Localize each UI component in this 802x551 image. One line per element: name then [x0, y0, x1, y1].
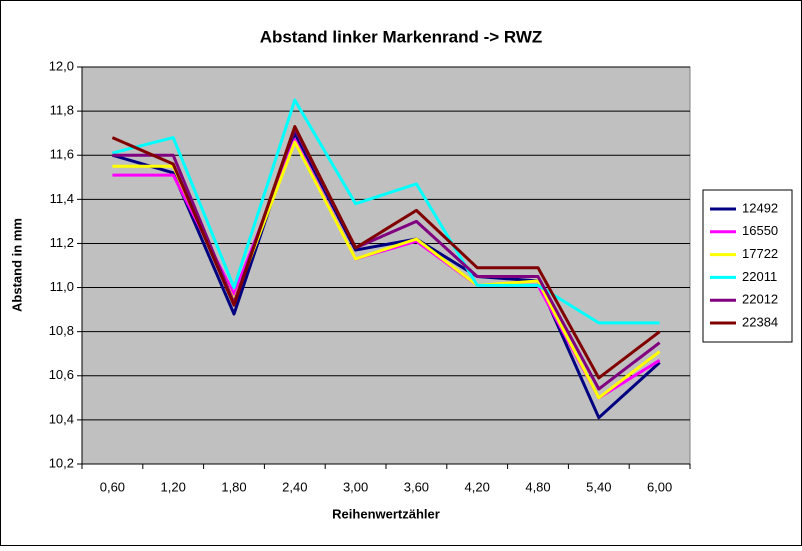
legend-label: 16550: [742, 223, 778, 238]
legend-label: 22012: [742, 292, 778, 307]
legend-box: [702, 189, 793, 343]
legend-label: 22384: [742, 314, 778, 329]
y-tick-label: 10,2: [49, 455, 74, 470]
y-tick-label: 11,6: [50, 147, 74, 162]
series-line: [112, 98, 660, 325]
x-tick-label: 3,60: [404, 479, 429, 494]
chart-title: Abstand linker Markenrand -> RWZ: [260, 27, 543, 46]
series-line: [111, 131, 661, 420]
plot-area: [81, 66, 691, 465]
x-tick-label: 4,80: [525, 479, 550, 494]
y-axis-label: Abstand in mm: [9, 218, 24, 312]
x-tick-label: 1,80: [221, 479, 246, 494]
x-tick-label: 3,00: [343, 479, 368, 494]
x-tick-label: 1,20: [161, 479, 186, 494]
legend-label: 12492: [742, 200, 778, 215]
series-line: [112, 127, 661, 391]
x-tick-label: 6,00: [647, 479, 672, 494]
x-tick-label: 4,20: [465, 479, 490, 494]
y-tick-label: 10,6: [49, 367, 74, 382]
x-tick-label: 5,40: [586, 479, 611, 494]
x-axis-label: Reihenwertzähler: [332, 506, 440, 521]
y-tick-label: 10,4: [49, 411, 74, 426]
x-tick-label: 2,40: [282, 479, 307, 494]
series-line: [111, 125, 661, 380]
y-tick-label: 10,8: [49, 323, 74, 338]
y-tick-label: 11,4: [50, 191, 74, 206]
y-tick-label: 11,8: [50, 103, 74, 118]
legend-label: 22011: [742, 269, 777, 284]
x-tick-label: 0,60: [100, 479, 125, 494]
y-tick-label: 12,0: [49, 58, 74, 73]
legend-label: 17722: [742, 246, 778, 261]
y-tick-label: 11,2: [50, 235, 74, 250]
y-tick-label: 11,0: [50, 279, 74, 294]
